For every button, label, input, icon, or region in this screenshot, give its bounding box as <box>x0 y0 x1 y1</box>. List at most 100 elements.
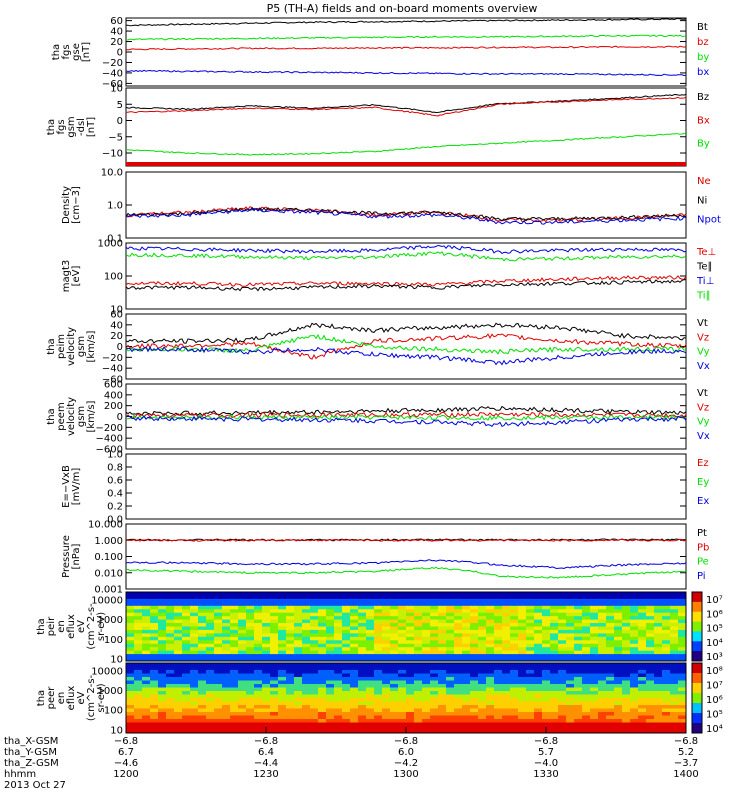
spectrogram-cell <box>478 708 487 713</box>
spectrogram-cell <box>550 595 559 600</box>
spectrogram-cell <box>182 595 191 600</box>
spectrogram-cell <box>558 666 567 671</box>
spectrogram-cell <box>486 729 495 734</box>
spectrogram-cell <box>246 605 255 610</box>
spectrogram-cell <box>382 680 391 685</box>
spectrogram-cell <box>638 592 647 596</box>
spectrogram-cell <box>494 670 503 674</box>
spectrogram-cell <box>414 701 423 706</box>
spectrogram-cell <box>502 619 511 624</box>
spectrogram-cell <box>598 602 607 607</box>
spectrogram-cell <box>350 698 359 702</box>
spectrogram-cell <box>662 616 671 621</box>
spectrogram-cell <box>662 595 671 600</box>
spectrogram-cell <box>142 598 151 603</box>
spectrogram-cell <box>622 623 631 627</box>
spectrogram-cell <box>566 687 575 692</box>
spectrogram-cell <box>310 708 319 713</box>
spectrogram-cell <box>318 640 327 645</box>
spectrogram-cell <box>126 643 135 648</box>
spectrogram-cell <box>654 712 663 716</box>
spectrogram-cell <box>174 673 183 678</box>
spectrogram-cell <box>582 619 591 624</box>
spectrogram-cell <box>662 691 671 695</box>
spectrogram-cell <box>662 705 671 709</box>
spectrogram-cell <box>454 605 463 610</box>
y-tick-label: 20 <box>110 331 123 342</box>
spectrogram-cell <box>390 687 399 692</box>
spectrogram-cell <box>598 592 607 596</box>
spectrogram-cell <box>430 602 439 607</box>
spectrogram-cell <box>638 654 647 659</box>
spectrogram-cell <box>446 619 455 624</box>
spectrogram-cell <box>326 673 335 678</box>
spectrogram-cell <box>214 673 223 678</box>
spectrogram-cell <box>438 650 447 655</box>
spectrogram-cell <box>678 729 687 734</box>
spectrogram-cell <box>646 712 655 716</box>
spectrogram-cell <box>238 708 247 713</box>
spectrogram-cell <box>518 654 527 659</box>
spectrogram-cell <box>430 719 439 723</box>
spectrogram-cell <box>366 595 375 600</box>
colorbar-segment <box>692 651 702 662</box>
spectrogram-cell <box>238 698 247 702</box>
spectrogram-cell <box>654 629 663 634</box>
spectrogram-cell <box>622 705 631 709</box>
spectrogram-cell <box>414 629 423 634</box>
spectrogram-cell <box>158 609 167 614</box>
spectrogram-cell <box>406 677 415 681</box>
panel-frame <box>125 591 687 662</box>
spectrogram-cell <box>454 680 463 685</box>
spectrogram-cell <box>462 729 471 734</box>
spectrogram-cell <box>654 654 663 659</box>
spectrogram-cell <box>222 677 231 681</box>
spectrogram-cell <box>238 719 247 723</box>
spectrogram-cell <box>414 640 423 645</box>
spectrogram-cell <box>294 726 303 730</box>
spectrogram-cell <box>390 657 399 662</box>
spectrogram-cell <box>374 670 383 674</box>
spectrogram-cell <box>598 698 607 702</box>
spectrogram-cell <box>390 677 399 681</box>
spectrogram-cell <box>526 616 535 621</box>
spectrogram-cell <box>246 657 255 662</box>
spectrogram-cell <box>646 715 655 720</box>
spectrogram-cell <box>206 708 215 713</box>
spectrogram-cell <box>366 616 375 621</box>
spectrogram-cell <box>446 666 455 671</box>
y-tick-label: 1000 <box>98 239 123 250</box>
spectrogram-cell <box>326 729 335 734</box>
spectrogram-cell <box>134 663 143 667</box>
spectrogram-cell <box>270 694 279 699</box>
spectrogram-cell <box>366 605 375 610</box>
spectrogram-cell <box>142 705 151 709</box>
spectrogram-cell <box>390 640 399 645</box>
spectrogram-cell <box>590 701 599 706</box>
spectrogram-cell <box>126 650 135 655</box>
spectrogram-cell <box>334 663 343 667</box>
spectrogram-cell <box>374 605 383 610</box>
spectrogram-cell <box>542 701 551 706</box>
spectrogram-cell <box>270 729 279 734</box>
spectrogram-cell <box>398 715 407 720</box>
series-line-Te∥ <box>125 279 687 292</box>
spectrogram-cell <box>342 643 351 648</box>
spectrogram-cell <box>486 643 495 648</box>
spectrogram-cell <box>382 684 391 688</box>
spectrogram-cell <box>510 619 519 624</box>
spectrogram-cell <box>470 712 479 716</box>
spectrogram-cell <box>438 722 447 727</box>
spectrogram-cell <box>678 712 687 716</box>
spectrogram-cell <box>486 595 495 600</box>
spectrogram-cell <box>374 705 383 709</box>
spectrogram-cell <box>134 694 143 699</box>
spectrogram-cell <box>190 694 199 699</box>
spectrogram-cell <box>390 729 399 734</box>
spectrogram-cell <box>238 666 247 671</box>
spectrogram-cell <box>678 626 687 631</box>
y-axis-label: eV <box>76 620 87 633</box>
spectrogram-cell <box>382 633 391 638</box>
spectrogram-cell <box>606 705 615 709</box>
spectrogram-cell <box>422 684 431 688</box>
